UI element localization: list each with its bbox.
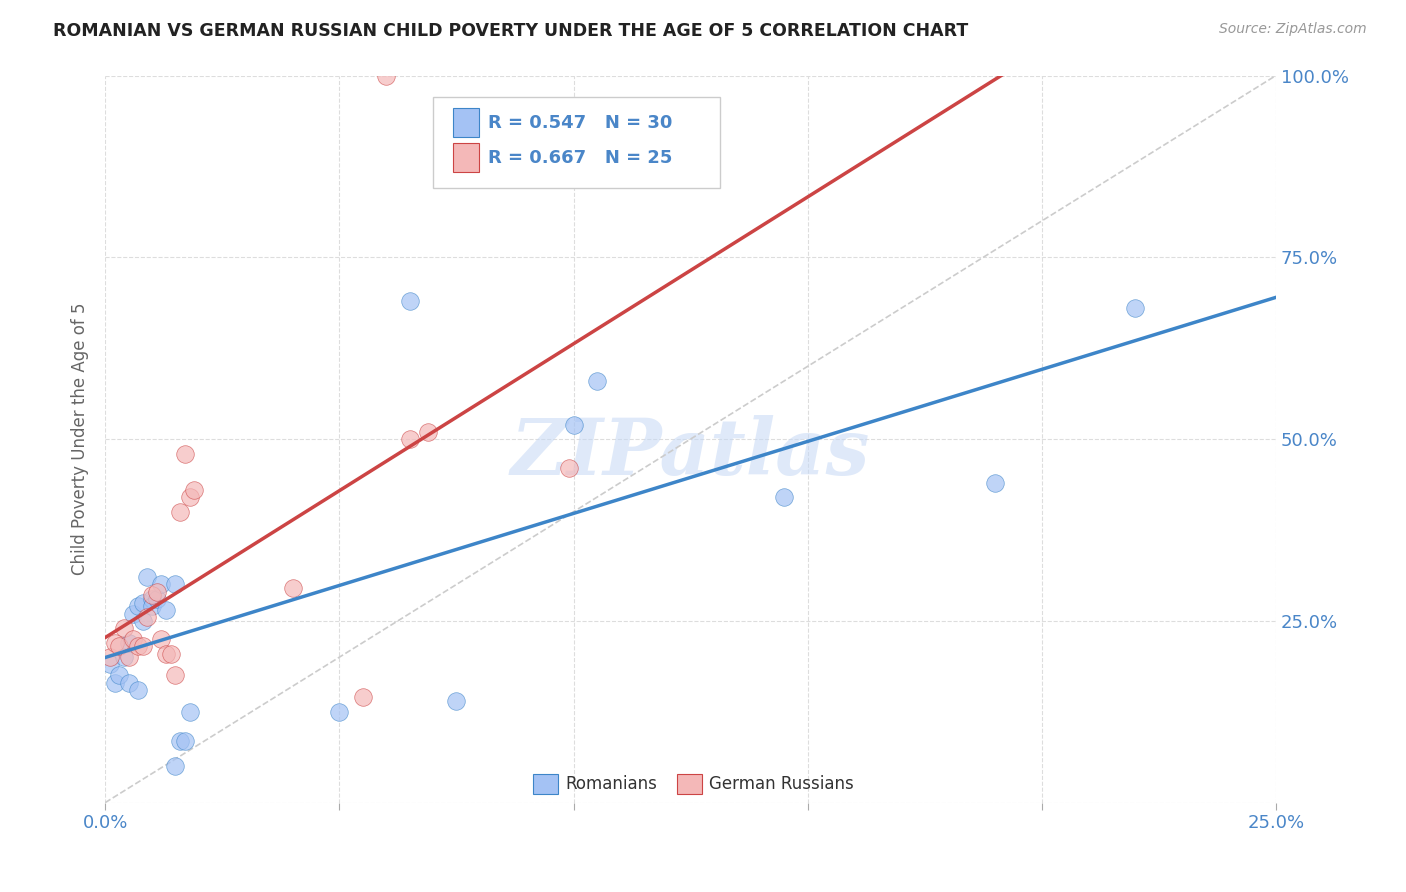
- Text: German Russians: German Russians: [709, 774, 853, 793]
- Text: Source: ZipAtlas.com: Source: ZipAtlas.com: [1219, 22, 1367, 37]
- Point: [773, 490, 796, 504]
- Point: [150, 632, 173, 646]
- FancyBboxPatch shape: [453, 108, 478, 137]
- Point: [179, 490, 201, 504]
- Point: [558, 461, 581, 475]
- Point: [108, 668, 131, 682]
- Text: ROMANIAN VS GERMAN RUSSIAN CHILD POVERTY UNDER THE AGE OF 5 CORRELATION CHART: ROMANIAN VS GERMAN RUSSIAN CHILD POVERTY…: [53, 22, 969, 40]
- Point: [155, 647, 177, 661]
- Y-axis label: Child Poverty Under the Age of 5: Child Poverty Under the Age of 5: [72, 302, 89, 575]
- Point: [446, 694, 468, 708]
- Point: [145, 592, 167, 607]
- Point: [183, 483, 205, 497]
- Point: [141, 592, 163, 607]
- FancyBboxPatch shape: [453, 143, 478, 172]
- Point: [108, 640, 131, 654]
- Point: [398, 432, 420, 446]
- Point: [352, 690, 374, 705]
- Point: [127, 640, 149, 654]
- Point: [984, 475, 1007, 490]
- Point: [169, 505, 191, 519]
- Point: [155, 603, 177, 617]
- Point: [398, 293, 420, 308]
- Point: [281, 581, 304, 595]
- Point: [179, 705, 201, 719]
- Point: [98, 650, 121, 665]
- Text: R = 0.667   N = 25: R = 0.667 N = 25: [488, 149, 672, 167]
- Point: [141, 588, 163, 602]
- Point: [127, 599, 149, 614]
- FancyBboxPatch shape: [433, 97, 720, 188]
- FancyBboxPatch shape: [533, 773, 558, 794]
- Point: [159, 647, 181, 661]
- Point: [136, 610, 159, 624]
- Point: [98, 657, 121, 672]
- Point: [112, 650, 135, 665]
- Point: [117, 650, 139, 665]
- Point: [131, 614, 153, 628]
- Point: [103, 635, 125, 649]
- FancyBboxPatch shape: [676, 773, 702, 794]
- Point: [136, 570, 159, 584]
- Point: [165, 668, 187, 682]
- Point: [131, 640, 153, 654]
- Point: [165, 759, 187, 773]
- Text: R = 0.547   N = 30: R = 0.547 N = 30: [488, 114, 672, 132]
- Point: [112, 621, 135, 635]
- Point: [173, 447, 195, 461]
- Point: [562, 417, 585, 432]
- Text: ZIPatlas: ZIPatlas: [510, 416, 870, 491]
- Point: [173, 733, 195, 747]
- Point: [165, 577, 187, 591]
- Point: [328, 705, 350, 719]
- Point: [131, 596, 153, 610]
- Point: [141, 599, 163, 614]
- Text: Romanians: Romanians: [565, 774, 657, 793]
- Point: [127, 682, 149, 697]
- Point: [418, 425, 440, 439]
- Point: [150, 577, 173, 591]
- Point: [169, 733, 191, 747]
- Point: [586, 374, 609, 388]
- Point: [122, 607, 145, 621]
- Point: [117, 635, 139, 649]
- Point: [103, 675, 125, 690]
- Point: [1125, 301, 1147, 315]
- Point: [145, 584, 167, 599]
- Point: [122, 632, 145, 646]
- Point: [375, 69, 398, 83]
- Point: [117, 675, 139, 690]
